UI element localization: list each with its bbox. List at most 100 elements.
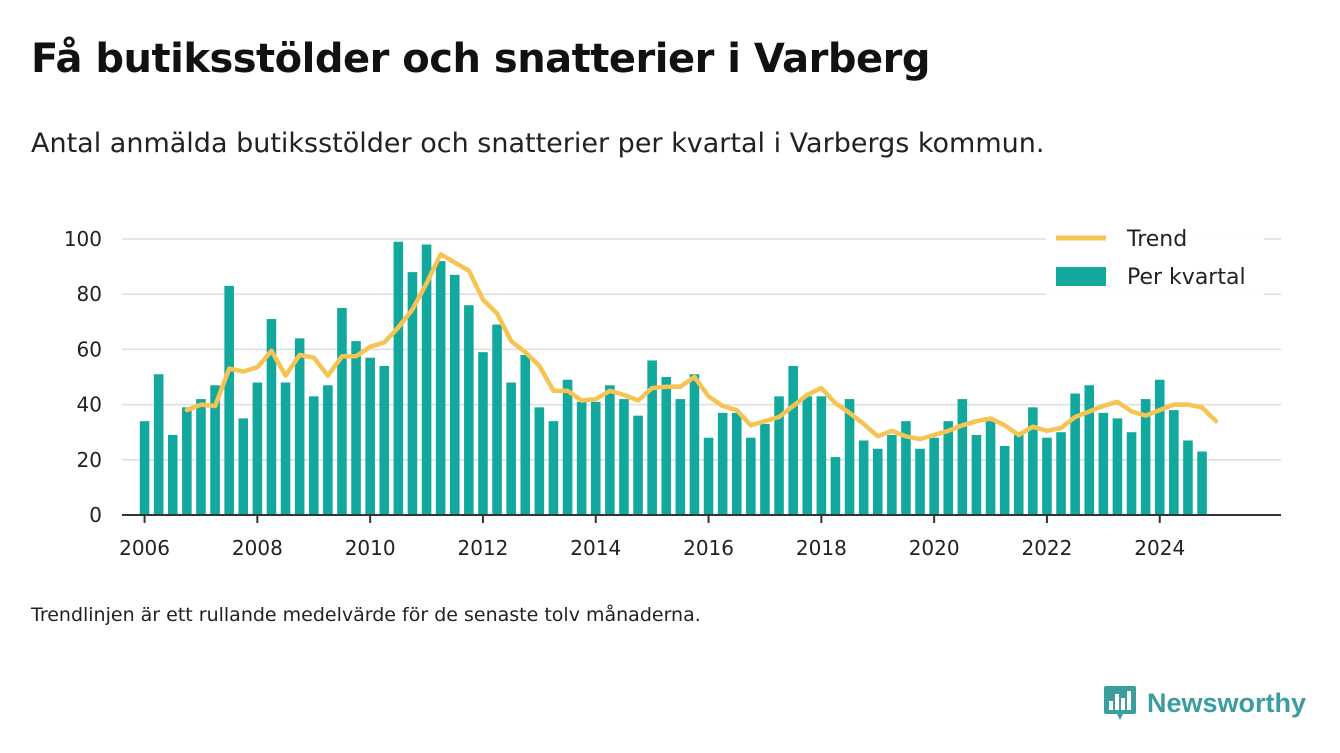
- brand-name: Newsworthy: [1147, 687, 1307, 718]
- bar: [1169, 410, 1179, 515]
- bar: [464, 305, 474, 515]
- chart-title: Få butiksstölder och snatterier i Varber…: [31, 36, 931, 82]
- x-tick-label: 2022: [1021, 536, 1072, 560]
- bar: [365, 357, 375, 515]
- legend-label-bars: Per kvartal: [1127, 265, 1246, 290]
- bar: [294, 338, 305, 515]
- bar: [760, 423, 770, 515]
- legend: Trend Per kvartal: [1046, 222, 1264, 296]
- bar: [929, 437, 939, 515]
- axes: 0 20 40 60 80 100 2006 2008 2010 2012 2014 2016 2018…: [64, 227, 1281, 560]
- bar: [830, 457, 841, 515]
- bar: [210, 385, 220, 515]
- footnote: Trendlinjen är ett rullande medelvärde f…: [31, 604, 701, 626]
- x-tick-label: 2006: [119, 536, 170, 560]
- bar: [252, 382, 263, 515]
- y-tick-label: 40: [77, 393, 102, 417]
- bar: [887, 434, 897, 515]
- bar: [478, 352, 488, 515]
- bar: [139, 421, 150, 515]
- bar: [746, 437, 756, 515]
- bar: [1070, 393, 1080, 515]
- bar: [520, 354, 531, 515]
- bar: [449, 274, 460, 515]
- bar: [1154, 379, 1165, 515]
- bar: [308, 396, 319, 515]
- bar: [985, 421, 996, 515]
- bar: [562, 379, 573, 515]
- bar: [1056, 432, 1066, 515]
- brand-logo: Newsworthy: [1103, 684, 1306, 722]
- bar: [1028, 407, 1038, 515]
- x-tick-label: 2018: [796, 536, 847, 560]
- x-tick-label: 2010: [345, 536, 396, 560]
- bar: [153, 374, 164, 515]
- bar: [492, 324, 502, 515]
- bar: [238, 418, 249, 515]
- bar: [731, 412, 742, 515]
- bar: [182, 407, 192, 515]
- bar: [816, 396, 827, 515]
- newsworthy-logo-icon: [1104, 686, 1136, 720]
- bar: [689, 374, 700, 515]
- bar: [943, 421, 954, 515]
- bar: [323, 385, 333, 515]
- bar: [266, 319, 277, 515]
- bar: [280, 382, 291, 515]
- bar: [1197, 451, 1207, 515]
- x-tick-label: 2016: [683, 536, 734, 560]
- bar: [1126, 432, 1137, 515]
- y-tick-label: 0: [89, 503, 102, 527]
- bar: [1013, 432, 1024, 515]
- bar: [337, 308, 347, 515]
- bar: [224, 285, 234, 515]
- bar-line-chart: 0 20 40 60 80 100 2006 2008 2010 2012 2014 2016 2018…: [64, 222, 1281, 560]
- x-tick-label: 2024: [1134, 536, 1185, 560]
- bar: [548, 421, 559, 515]
- bar: [788, 365, 798, 515]
- bar: [1183, 440, 1193, 515]
- bar: [999, 446, 1010, 515]
- bar: [506, 382, 516, 515]
- bar: [675, 399, 686, 515]
- bar: [802, 396, 813, 515]
- x-tick-label: 2012: [458, 536, 509, 560]
- bar: [605, 385, 615, 515]
- bar: [619, 399, 629, 515]
- bar: [703, 437, 714, 515]
- bar: [774, 396, 784, 515]
- trend-line-group: [184, 251, 1219, 442]
- bar: [393, 241, 404, 515]
- bar: [534, 407, 545, 515]
- bar: [1098, 412, 1109, 515]
- bar: [196, 399, 206, 515]
- bar: [915, 448, 925, 515]
- bar: [717, 412, 728, 515]
- y-tick-label: 20: [77, 448, 102, 472]
- bars: [139, 241, 1207, 515]
- bar: [167, 434, 178, 515]
- bar: [858, 440, 869, 515]
- y-tick-label: 80: [77, 282, 102, 306]
- bar: [1042, 437, 1052, 515]
- bar: [1140, 399, 1151, 515]
- bar: [872, 448, 883, 515]
- bar: [435, 261, 446, 515]
- bar: [1084, 385, 1095, 515]
- y-tick-label: 100: [64, 227, 102, 251]
- x-tick-label: 2008: [232, 536, 283, 560]
- bar: [957, 399, 968, 515]
- bar: [633, 415, 643, 515]
- legend-label-trend: Trend: [1126, 227, 1187, 252]
- y-tick-label: 60: [77, 337, 102, 361]
- bar: [901, 421, 911, 515]
- x-tick-label: 2020: [909, 536, 960, 560]
- trend-line: [184, 251, 1219, 442]
- bar: [351, 341, 361, 515]
- x-tick-label: 2014: [570, 536, 621, 560]
- bar: [844, 399, 855, 515]
- bar: [407, 272, 418, 515]
- chart-subtitle: Antal anmälda butiksstölder och snatteri…: [31, 128, 1045, 159]
- bar: [590, 401, 601, 515]
- bar: [971, 434, 982, 515]
